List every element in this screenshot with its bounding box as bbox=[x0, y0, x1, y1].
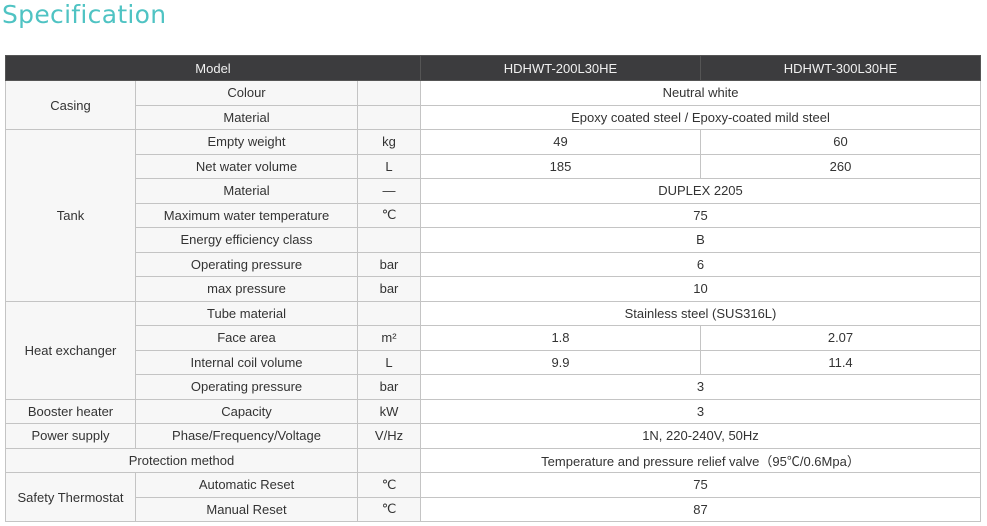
unit-cell: — bbox=[357, 178, 421, 204]
value-cell: 9.9 bbox=[420, 349, 701, 375]
item-label: Manual Reset bbox=[135, 496, 358, 522]
item-label: Net water volume bbox=[135, 153, 358, 179]
value-cell: 11.4 bbox=[700, 349, 981, 375]
value-cell: 3 bbox=[420, 374, 981, 400]
table-header-row: Model HDHWT-200L30HE HDHWT-300L30HE bbox=[5, 55, 981, 81]
page-title: Specification bbox=[2, 0, 167, 29]
item-label: Face area bbox=[135, 325, 358, 351]
unit-cell: V/Hz bbox=[357, 423, 421, 449]
table-row: Tank Empty weight kg 49 60 bbox=[5, 129, 981, 302]
table-row: Face area m² 1.8 2.07 bbox=[6, 325, 981, 351]
table-row: Material — DUPLEX 2205 bbox=[6, 178, 981, 204]
value-cell: Epoxy coated steel / Epoxy-coated mild s… bbox=[420, 104, 981, 130]
value-cell: 87 bbox=[420, 496, 981, 522]
group-label: Heat exchanger bbox=[5, 300, 136, 400]
group-label: Power supply bbox=[5, 423, 136, 449]
table-row: Operating pressure bar 6 bbox=[6, 251, 981, 277]
value-cell: 3 bbox=[420, 398, 981, 424]
table-row: Maximum water temperature ℃ 75 bbox=[6, 202, 981, 228]
item-label: Energy efficiency class bbox=[135, 227, 358, 253]
unit-cell: L bbox=[357, 153, 421, 179]
group-label: Tank bbox=[5, 129, 136, 302]
model-column-header: HDHWT-300L30HE bbox=[700, 55, 981, 81]
table-row: Material Epoxy coated steel / Epoxy-coate… bbox=[6, 104, 981, 130]
value-cell: Temperature and pressure relief valve（95… bbox=[420, 447, 981, 473]
group-label: Safety Thermostat bbox=[5, 472, 136, 522]
value-cell: 1.8 bbox=[420, 325, 701, 351]
unit-cell: L bbox=[357, 349, 421, 375]
unit-cell bbox=[357, 80, 421, 106]
unit-cell: ℃ bbox=[357, 202, 421, 228]
item-label: Tube material bbox=[135, 300, 358, 326]
value-cell: Stainless steel (SUS316L) bbox=[420, 300, 981, 326]
value-cell: 75 bbox=[420, 202, 981, 228]
unit-cell: m² bbox=[357, 325, 421, 351]
table-row: Manual Reset ℃ 87 bbox=[6, 496, 981, 522]
value-cell: 75 bbox=[420, 472, 981, 498]
table-row: Operating pressure bar 3 bbox=[6, 374, 981, 400]
value-cell: Neutral white bbox=[420, 80, 981, 106]
specification-table: Model HDHWT-200L30HE HDHWT-300L30HE Casi… bbox=[5, 55, 981, 522]
value-cell: 2.07 bbox=[700, 325, 981, 351]
unit-cell: bar bbox=[357, 374, 421, 400]
unit-cell: kW bbox=[357, 398, 421, 424]
table-row: Booster heater Capacity kW 3 bbox=[5, 398, 981, 424]
table-row: Protection method Temperature and pressur… bbox=[5, 447, 981, 473]
table-row: Energy efficiency class B bbox=[6, 227, 981, 253]
table-row: Casing Colour Neutral white bbox=[5, 80, 981, 130]
item-label: Phase/Frequency/Voltage bbox=[135, 423, 358, 449]
value-cell: B bbox=[420, 227, 981, 253]
unit-cell: ℃ bbox=[357, 496, 421, 522]
table-row: max pressure bar 10 bbox=[6, 276, 981, 302]
unit-cell bbox=[357, 447, 421, 473]
group-label: Booster heater bbox=[5, 398, 136, 424]
unit-cell: ℃ bbox=[357, 472, 421, 498]
item-label: Automatic Reset bbox=[135, 472, 358, 498]
table-row: Net water volume L 185 260 bbox=[6, 153, 981, 179]
unit-cell bbox=[357, 104, 421, 130]
item-label: max pressure bbox=[135, 276, 358, 302]
value-cell: 10 bbox=[420, 276, 981, 302]
value-cell: 1N, 220-240V, 50Hz bbox=[420, 423, 981, 449]
unit-cell bbox=[357, 300, 421, 326]
item-label: Internal coil volume bbox=[135, 349, 358, 375]
group-label: Protection method bbox=[5, 447, 358, 473]
unit-cell: kg bbox=[357, 129, 421, 155]
value-cell: 6 bbox=[420, 251, 981, 277]
value-cell: 49 bbox=[420, 129, 701, 155]
item-label: Maximum water temperature bbox=[135, 202, 358, 228]
table-row: Heat exchanger Tube material Stainless ste… bbox=[5, 300, 981, 400]
value-cell: DUPLEX 2205 bbox=[420, 178, 981, 204]
table-row: Internal coil volume L 9.9 11.4 bbox=[6, 349, 981, 375]
value-cell: 260 bbox=[700, 153, 981, 179]
item-label: Empty weight bbox=[135, 129, 358, 155]
item-label: Colour bbox=[135, 80, 358, 106]
model-header: Model bbox=[5, 55, 421, 81]
item-label: Operating pressure bbox=[135, 251, 358, 277]
model-column-header: HDHWT-200L30HE bbox=[420, 55, 701, 81]
value-cell: 60 bbox=[700, 129, 981, 155]
table-row: Safety Thermostat Automatic Reset ℃ 75 bbox=[5, 472, 981, 522]
unit-cell bbox=[357, 227, 421, 253]
value-cell: 185 bbox=[420, 153, 701, 179]
item-label: Capacity bbox=[135, 398, 358, 424]
item-label: Material bbox=[135, 104, 358, 130]
unit-cell: bar bbox=[357, 276, 421, 302]
item-label: Material bbox=[135, 178, 358, 204]
unit-cell: bar bbox=[357, 251, 421, 277]
group-label: Casing bbox=[5, 80, 136, 130]
table-row: Power supply Phase/Frequency/Voltage V/Hz 1… bbox=[5, 423, 981, 449]
item-label: Operating pressure bbox=[135, 374, 358, 400]
